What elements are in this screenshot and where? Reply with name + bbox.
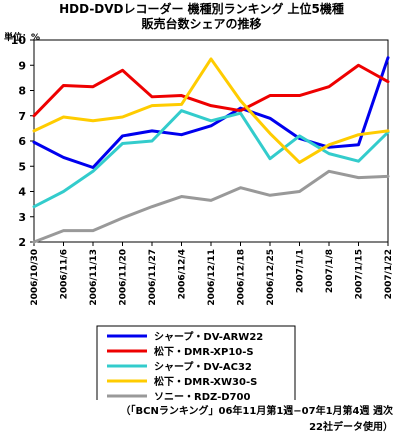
legend-label: 松下・DMR-XP10-S (154, 345, 254, 358)
legend-label: ソニー・RDZ-D700 (154, 392, 250, 400)
series-line (32, 56, 390, 170)
legend-label: 松下・DMR-XW30-S (154, 375, 257, 388)
y-tick-label: 10 (11, 34, 27, 47)
line-chart: 2 3 4 5 6 7 8 9 10 2006/10/30 2006/11/6 2006/11/13… (11, 34, 394, 400)
x-tick-label: 2007/1/22 (384, 249, 394, 299)
x-tick-label: 2007/1/15 (355, 249, 365, 299)
x-tick-label: 2007/1/8 (325, 249, 335, 293)
chart-subtitle: 販売台数シェアの推移 (141, 17, 262, 31)
y-tick-label: 9 (18, 59, 26, 72)
x-tick-label: 2006/11/27 (148, 249, 158, 306)
footnote-line1: （「BCNランキング」06年11月第1週−07年1月第4週 週次 (120, 406, 393, 417)
x-tick-label: 2006/12/4 (178, 249, 188, 299)
series-line (32, 169, 390, 244)
y-tick-label: 2 (18, 236, 26, 249)
x-tick-label: 2006/12/11 (207, 249, 217, 306)
x-tick-label: 2006/11/13 (89, 249, 99, 306)
y-tick-label: 5 (18, 160, 26, 173)
y-axis: 2 3 4 5 6 7 8 9 10 (11, 34, 34, 249)
x-axis: 2006/10/30 2006/11/6 2006/11/13 2006/11/20 2… (30, 242, 394, 306)
series-lines (32, 56, 390, 244)
plot-area (33, 39, 389, 243)
legend-label: シャープ・DV-ARW22 (154, 330, 263, 343)
series-line (32, 57, 390, 164)
x-tick-label: 2007/1/1 (296, 249, 306, 293)
legend-label: シャープ・DV-AC32 (154, 360, 252, 373)
legend-box (96, 325, 296, 400)
plot-border (33, 39, 389, 243)
unit-label: 単位：% (4, 33, 41, 43)
x-tick-label: 2006/11/20 (119, 249, 129, 306)
series-line (32, 109, 390, 209)
y-tick-label: 4 (18, 186, 26, 199)
x-tick-label: 2006/11/6 (60, 249, 70, 299)
x-tick-label: 2006/10/30 (30, 249, 40, 306)
legend: シャープ・DV-ARW22 松下・DMR-XP10-S シャープ・DV-AC32 松下… (96, 325, 296, 400)
x-tick-label: 2006/12/18 (237, 249, 247, 306)
chart-title: HDD-DVDレコーダー 機種別ランキング 上位5機種 (59, 2, 344, 16)
series-line (32, 63, 390, 118)
y-tick-label: 8 (18, 85, 26, 98)
y-tick-label: 7 (18, 110, 26, 123)
x-tick-label: 2006/12/25 (266, 249, 276, 306)
y-tick-label: 6 (18, 135, 26, 148)
y-tick-label: 3 (18, 211, 26, 224)
footnote-line2: 22社データ使用） (309, 422, 393, 433)
